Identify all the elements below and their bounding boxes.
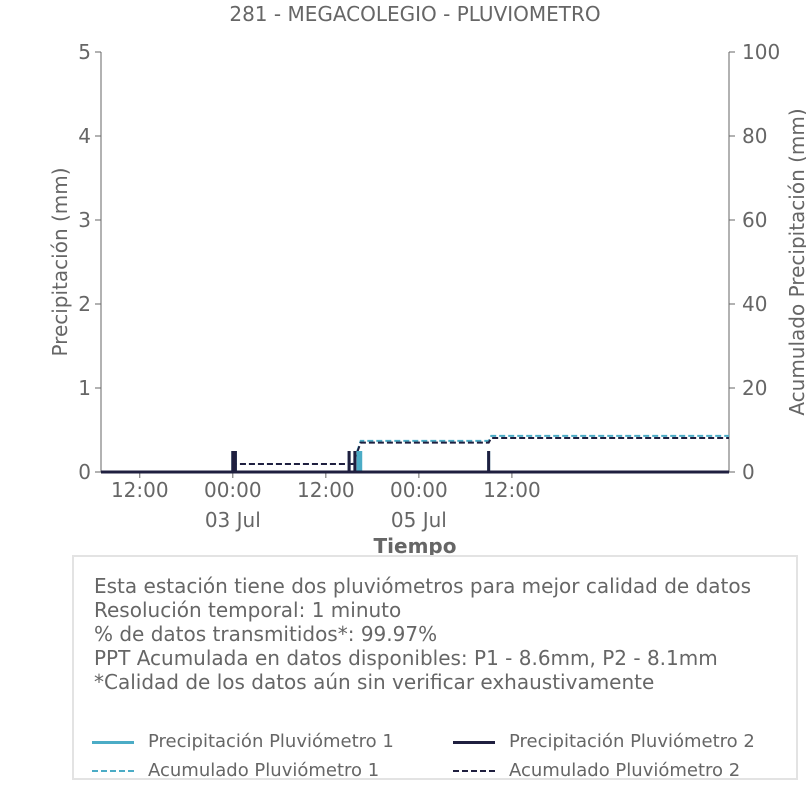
legend-label-p1-acum: Acumulado Pluviómetro 1 — [148, 760, 380, 781]
right-y-tick-label: 0 — [742, 460, 755, 484]
x-tick-label: 12:00 — [297, 478, 355, 502]
legend-swatch-p2-precip — [453, 741, 495, 744]
x-tick-label: 12:00 — [483, 478, 541, 502]
x-tick-label: 12:00 — [111, 478, 169, 502]
info-line-transmitted: % de datos transmitidos*: 99.97% — [94, 622, 438, 646]
info-line-quality-note: *Calidad de los datos aún sin verificar … — [94, 670, 655, 694]
x-tick-label: 00:00 — [204, 478, 262, 502]
left-y-axis-label: Precipitación (mm) — [48, 167, 72, 356]
right-y-tick-label: 100 — [742, 40, 780, 64]
x-tick-label: 00:00 — [390, 478, 448, 502]
left-y-tick-label: 3 — [78, 208, 91, 232]
legend-swatch-p2-acum — [453, 770, 495, 772]
legend-label-p1-precip: Precipitación Pluviómetro 1 — [148, 731, 394, 752]
legend-swatch-p1-acum — [92, 770, 134, 772]
info-text: Esta estación tiene dos pluviómetros par… — [94, 574, 751, 694]
legend-label-p2-acum: Acumulado Pluviómetro 2 — [509, 760, 741, 781]
legend-swatch-p1-precip — [92, 741, 134, 744]
info-line-accumulated: PPT Acumulada en datos disponibles: P1 -… — [94, 646, 718, 670]
info-line-resolution: Resolución temporal: 1 minuto — [94, 598, 402, 622]
info-line-two-gauges: Esta estación tiene dos pluviómetros par… — [94, 574, 752, 598]
series-line-acumulado-p2 — [101, 437, 729, 473]
left-y-tick-label: 2 — [78, 292, 91, 316]
series-line-acumulado-p1 — [101, 434, 729, 473]
chart-title: 281 - MEGACOLEGIO - PLUVIOMETRO — [229, 2, 600, 26]
right-y-tick-label: 60 — [742, 208, 767, 232]
right-y-tick-label: 80 — [742, 124, 767, 148]
right-y-axis-label: Acumulado Precipitación (mm) — [785, 108, 806, 415]
left-y-tick-label: 1 — [78, 376, 91, 400]
x-tick-date-label: 03 Jul — [205, 508, 261, 532]
right-y-tick-label: 40 — [742, 292, 767, 316]
left-y-tick-label: 4 — [78, 124, 91, 148]
info-legend-box: Esta estación tiene dos pluviómetros par… — [72, 555, 798, 781]
right-y-tick-label: 20 — [742, 376, 767, 400]
x-tick-date-label: 05 Jul — [391, 508, 447, 532]
left-y-tick-label: 5 — [78, 40, 91, 64]
x-axis-label: Tiempo — [374, 534, 457, 558]
left-y-tick-label: 0 — [78, 460, 91, 484]
legend-label-p2-precip: Precipitación Pluviómetro 2 — [509, 731, 755, 752]
